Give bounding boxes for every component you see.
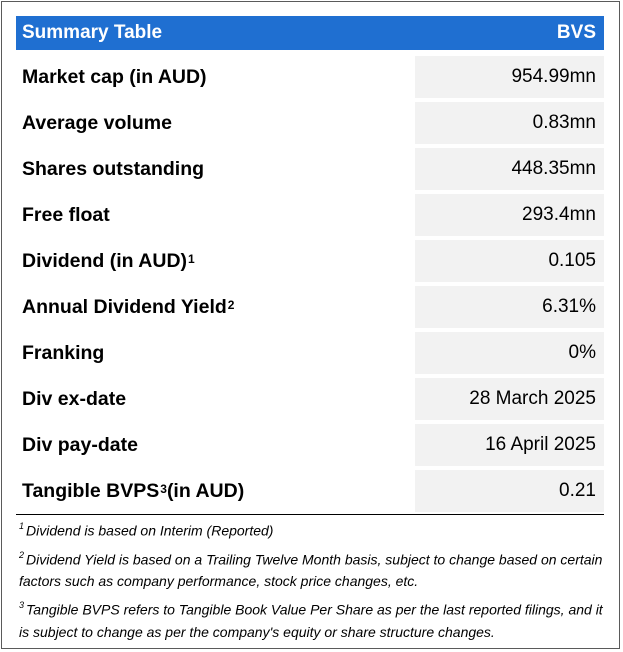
row-value: 16 April 2025	[415, 424, 604, 466]
table-row-dividend-yield: Annual Dividend Yield 2 6.31%	[16, 284, 604, 330]
row-label: Market cap (in AUD)	[22, 65, 207, 88]
row-label: Div ex-date	[22, 387, 127, 410]
table-row-dividend: Dividend (in AUD) 1 0.105	[16, 238, 604, 284]
footnotes: 1 Dividend is based on Interim (Reported)…	[19, 516, 609, 646]
summary-table: Summary Table BVS Market cap (in AUD) 95…	[16, 16, 604, 515]
row-value: 28 March 2025	[415, 378, 604, 420]
ticker-label: BVS	[556, 22, 596, 43]
table-row-pay-date: Div pay-date 16 April 2025	[16, 422, 604, 468]
footnote-ref: 3	[160, 482, 167, 496]
table-row-tangible-bvps: Tangible BVPS 3 (in AUD) 0.21	[16, 468, 604, 514]
footnote-2: 2 Dividend Yield is based on a Trailing T…	[19, 549, 603, 590]
row-value: 6.31%	[415, 286, 604, 328]
row-label: Free float	[22, 203, 110, 226]
table-row-free-float: Free float 293.4mn	[16, 192, 604, 238]
footnote-3: 3 Tangible BVPS refers to Tangible Book V…	[19, 600, 603, 640]
table-title: Summary Table	[22, 22, 163, 43]
table-bottom-rule	[16, 514, 604, 515]
row-label: Div pay-date	[22, 433, 138, 456]
row-label: Average volume	[22, 111, 172, 134]
row-value: 954.99mn	[415, 56, 604, 98]
footnote-ref: 1	[188, 252, 195, 266]
row-value: 0.83mn	[415, 102, 604, 144]
row-label: Dividend (in AUD) 1	[22, 249, 195, 272]
row-label: Franking	[22, 341, 105, 364]
row-value: 0.105	[415, 240, 604, 282]
row-value: 0.21	[415, 470, 604, 512]
table-row-average-volume: Average volume 0.83mn	[16, 100, 604, 146]
table-row-ex-date: Div ex-date 28 March 2025	[16, 376, 604, 422]
table-row-franking: Franking 0%	[16, 330, 604, 376]
row-label: Tangible BVPS 3 (in AUD)	[22, 479, 245, 502]
table-row-market-cap: Market cap (in AUD) 954.99mn	[16, 54, 604, 100]
row-value: 293.4mn	[415, 194, 604, 236]
table-row-shares-outstanding: Shares outstanding 448.35mn	[16, 146, 604, 192]
table-header: Summary Table BVS	[16, 16, 604, 54]
row-label: Shares outstanding	[22, 157, 205, 180]
row-value: 0%	[415, 332, 604, 374]
row-value: 448.35mn	[415, 148, 604, 190]
footnote-ref: 2	[227, 298, 235, 312]
row-label: Annual Dividend Yield 2	[22, 295, 235, 318]
footnote-1: 1 Dividend is based on Interim (Reported)	[19, 521, 274, 539]
